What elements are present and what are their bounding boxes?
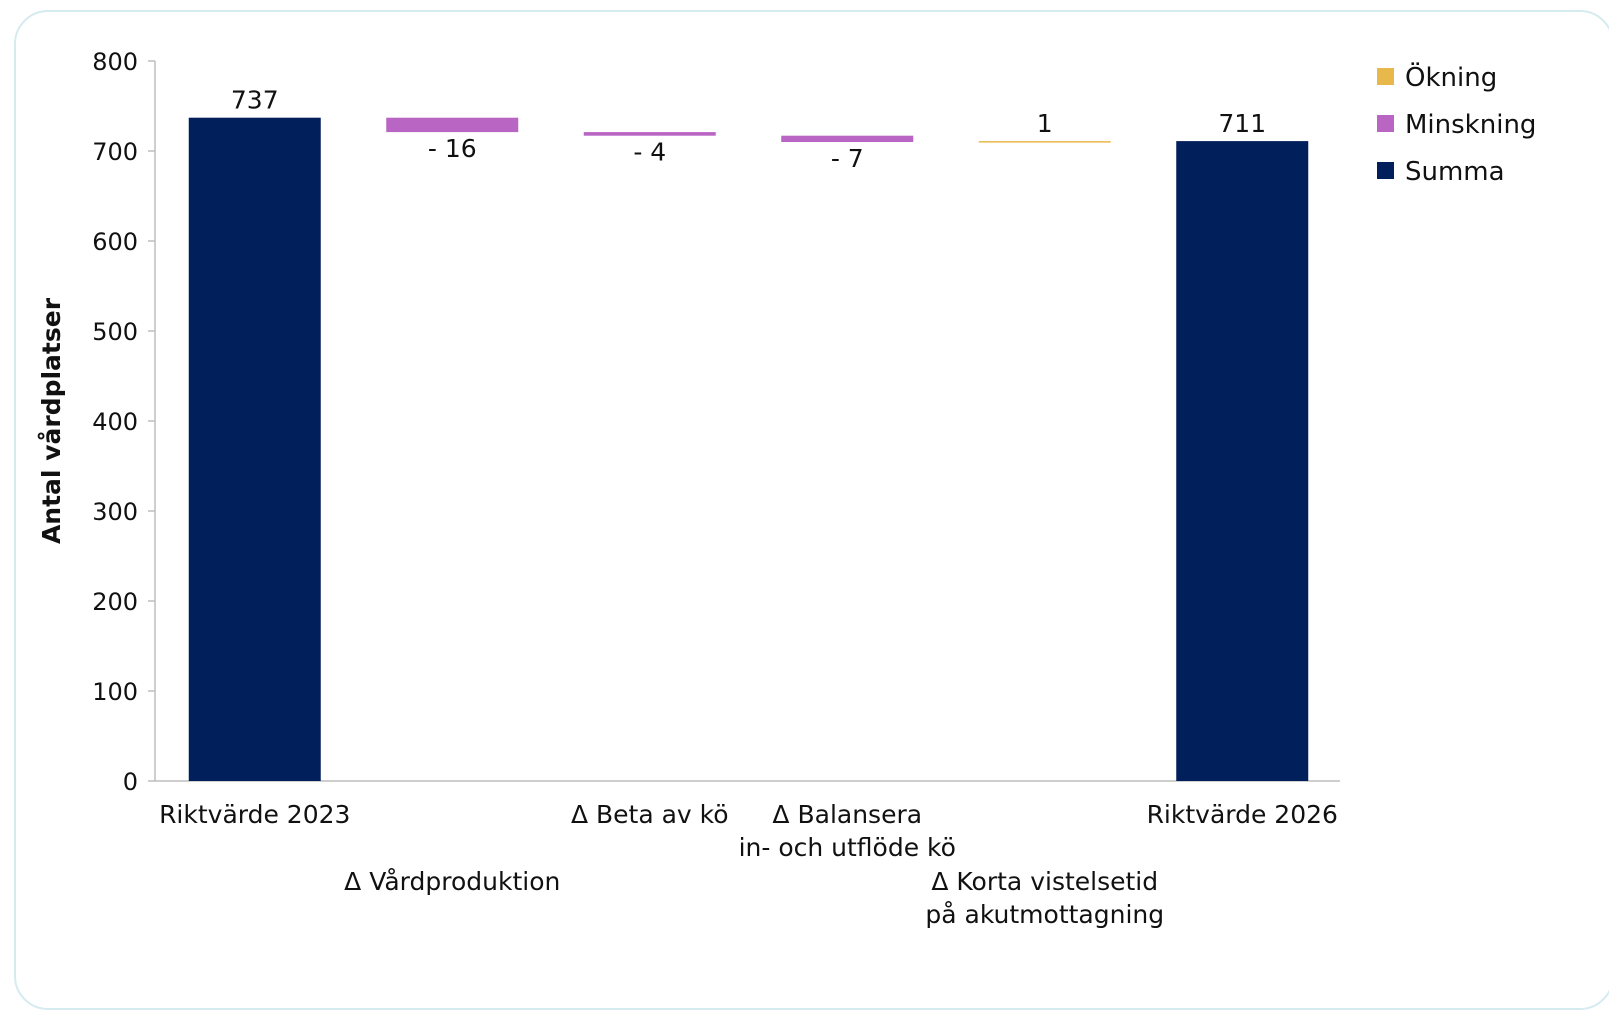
x-tick-label: Δ Beta av kö	[571, 800, 729, 829]
x-tick-label: på akutmottagning	[925, 900, 1164, 929]
legend-swatch	[1377, 115, 1394, 132]
x-tick-label: Δ Korta vistelsetid	[931, 867, 1158, 896]
legend-label: Summa	[1405, 157, 1505, 187]
data-label: - 4	[633, 138, 666, 167]
x-tick-label: Δ Balansera	[772, 800, 922, 829]
bar-total	[1176, 141, 1309, 782]
data-label: - 16	[428, 134, 477, 163]
x-tick-label: in- och utflöde kö	[739, 833, 956, 862]
y-tick-label: 500	[92, 318, 138, 346]
data-label: 711	[1218, 109, 1266, 138]
y-tick-label: 0	[123, 768, 138, 796]
y-axis-label: Antal vårdplatser	[37, 297, 66, 544]
x-tick-label: Riktvärde 2023	[159, 800, 350, 829]
data-label: 1	[1037, 109, 1053, 138]
bar-decrease	[781, 135, 914, 142]
bar-total	[188, 117, 321, 781]
bar-increase	[978, 141, 1111, 143]
x-tick-label: Δ Vårdproduktion	[344, 867, 560, 896]
y-tick-label: 400	[92, 408, 138, 436]
y-tick-label: 600	[92, 228, 138, 256]
y-tick-label: 200	[92, 588, 138, 616]
y-tick-label: 300	[92, 498, 138, 526]
legend-swatch	[1377, 68, 1394, 85]
y-tick-label: 100	[92, 678, 138, 706]
legend-swatch	[1377, 162, 1394, 179]
legend-label: Minskning	[1405, 110, 1536, 140]
y-tick-label: 700	[92, 138, 138, 166]
bar-decrease	[583, 132, 716, 136]
legend-label: Ökning	[1405, 61, 1497, 93]
x-tick-label: Riktvärde 2026	[1147, 800, 1338, 829]
waterfall-chart: 0 100 200 300 400 500 600 700 800 737 - 16 - 4 - 7 1…	[37, 48, 1536, 929]
y-tick-label: 800	[92, 48, 138, 76]
data-label: 737	[231, 86, 279, 115]
data-label: - 7	[831, 144, 864, 173]
bar-decrease	[386, 117, 519, 133]
